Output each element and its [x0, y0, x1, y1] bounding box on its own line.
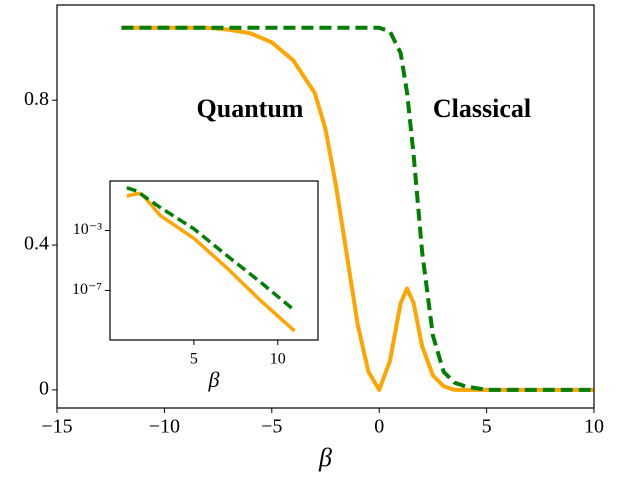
y-tick-label: 0.4	[24, 233, 49, 255]
series-line	[121, 25, 594, 392]
plot-area	[110, 181, 318, 340]
x-tick-label: −5	[261, 416, 282, 438]
axes-frame	[56, 4, 595, 409]
y-tick-label: 0.8	[24, 88, 49, 110]
axes-frame	[109, 180, 319, 341]
inset-chart: 5 10 10⁻³ 10⁻⁷ β	[72, 180, 319, 392]
y-tick-label: 10⁻³	[73, 221, 102, 238]
series-line	[126, 191, 296, 333]
annotation: Classical	[433, 94, 531, 123]
y-tick-label: 0	[39, 377, 49, 399]
annotation: Quantum	[197, 94, 304, 123]
x-axis-label: β	[318, 443, 332, 472]
x-tick-label: −10	[149, 416, 180, 438]
x-tick-label: 5	[190, 351, 198, 368]
x-tick-label: 10	[584, 416, 604, 438]
series-line	[121, 25, 594, 392]
x-tick-label: 10	[270, 351, 286, 368]
x-tick-label: 0	[374, 416, 384, 438]
x-tick-label: 5	[482, 416, 492, 438]
y-tick-label: 10⁻⁷	[72, 281, 102, 298]
series-line	[126, 186, 296, 312]
x-axis-label: β	[208, 367, 220, 392]
x-tick-label: −15	[41, 416, 72, 438]
